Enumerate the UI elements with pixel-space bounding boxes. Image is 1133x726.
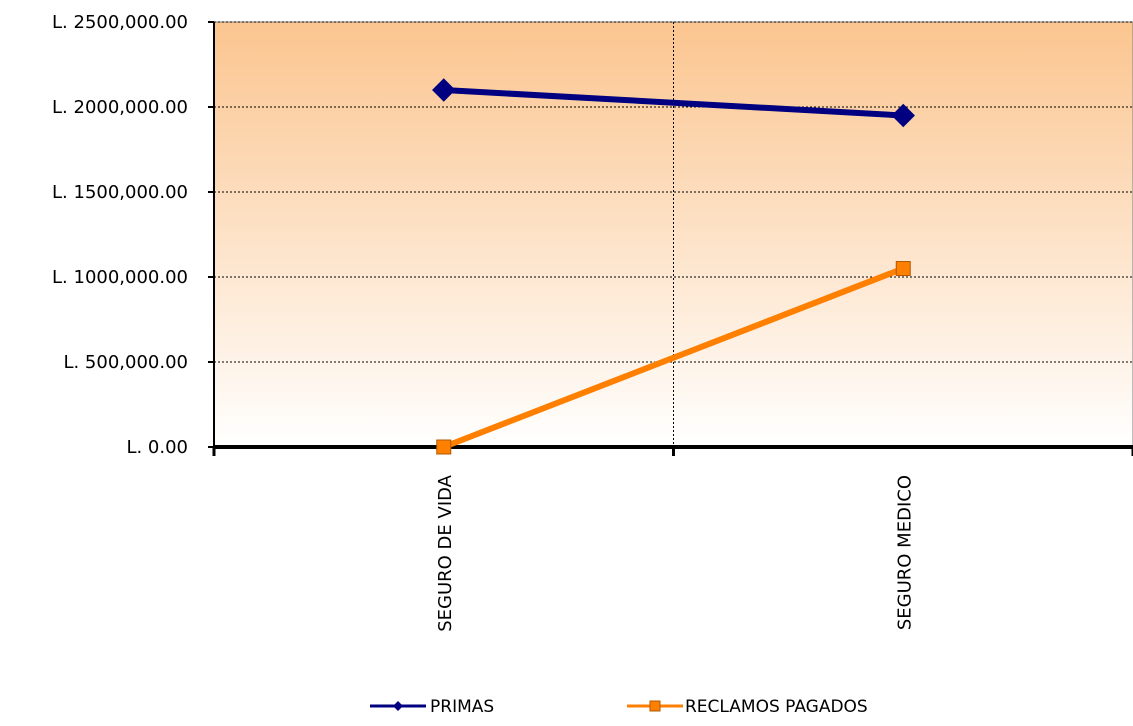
series-line [442,265,905,450]
y-tick-label: L. 1000,000.00 [52,267,188,288]
axes [208,21,1133,456]
legend-label: PRIMAS [430,697,494,717]
legend-item: PRIMAS [370,697,494,717]
legend-label: RECLAMOS PAGADOS [685,697,868,717]
series [432,78,915,455]
legend-marker [649,700,661,712]
data-point [432,78,456,102]
series-1 [436,261,911,455]
y-tick-label: L. 2000,000.00 [52,97,188,118]
legend: PRIMAS RECLAMOS PAGADOS [370,697,868,717]
data-point [891,103,915,128]
y-tick-label: L. 1500,000.00 [52,182,188,203]
legend-marker [393,701,403,711]
series-0 [432,78,915,128]
grid-lines [214,21,1133,447]
y-tick-labels: L. 0.00 L. 500,000.00 L. 1000,000.00 L. 150… [52,12,188,458]
data-point [436,439,452,455]
x-tick-label: SEGURO DE VIDA [435,474,456,631]
legend-item: RECLAMOS PAGADOS [627,697,868,717]
y-tick-label: L. 0.00 [126,437,188,458]
x-tick-labels: SEGURO DE VIDA SEGURO MEDICO [435,474,916,631]
series-line [443,87,904,119]
y-tick-label: L. 2500,000.00 [52,12,188,33]
data-point [895,261,911,276]
x-tick-label: SEGURO MEDICO [894,475,915,630]
y-tick-label: L. 500,000.00 [63,352,188,373]
